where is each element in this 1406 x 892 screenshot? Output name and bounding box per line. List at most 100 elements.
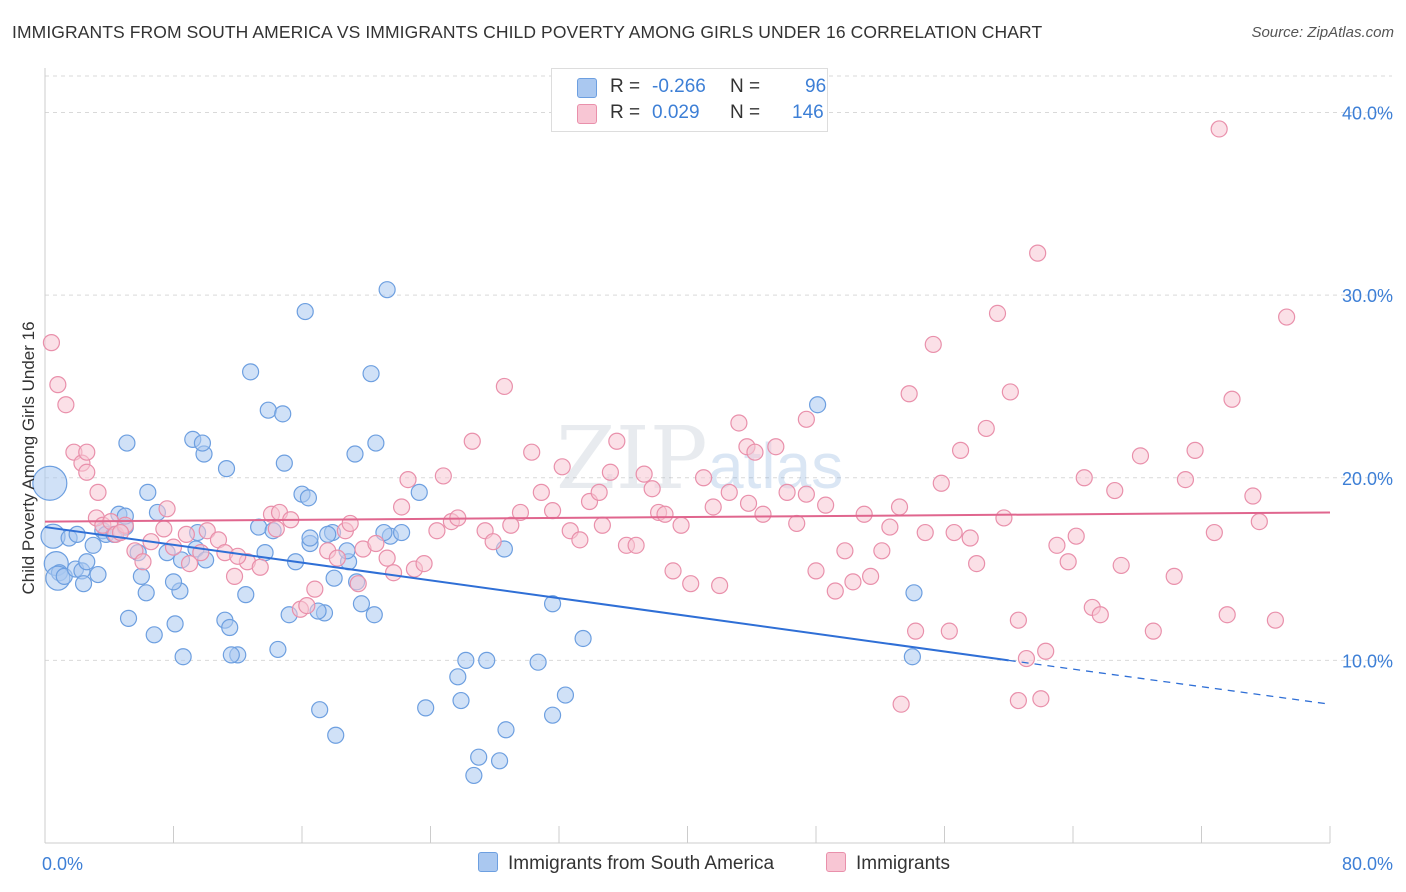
legend-r-label: R = [610,76,641,97]
data-point [855,505,873,523]
data-point [1091,606,1109,624]
data-point [328,549,346,567]
data-point [428,522,446,540]
data-point [890,498,909,516]
data-point [217,460,236,478]
data-point [643,480,661,498]
data-point [301,529,319,547]
data-point [543,595,562,613]
data-point [1067,527,1085,545]
data-point [306,580,324,598]
data-point [571,531,589,549]
data-point [797,485,815,503]
data-point [410,483,428,501]
data-point [180,554,199,573]
bottom-legend-swatch-immigrants [826,852,846,872]
data-point [311,701,329,719]
axes [44,68,1331,844]
data-point [788,514,806,533]
data-point [511,503,530,522]
data-point [1278,308,1296,326]
data-point [497,721,515,739]
data-point [1266,611,1284,629]
bottom-legend-immigrants: Immigrants [826,852,950,875]
data-point [259,401,277,419]
data-point [119,609,138,627]
data-point [237,586,255,604]
bottom-legend-label-immigrants: Immigrants [856,853,950,874]
data-point [349,575,367,593]
data-point [1048,536,1066,554]
data-point [319,525,337,543]
data-point [269,640,287,659]
data-point [465,766,483,785]
data-point [250,518,268,536]
data-point [89,483,107,501]
data-point [49,376,67,394]
data-point [275,454,293,472]
y-tick-label: 10.0% [1342,651,1393,671]
data-point [139,483,157,501]
data-point [817,496,835,514]
data-point [906,622,925,640]
y-tick-label: 40.0% [1342,104,1393,124]
bottom-legend-swatch-south-america [478,852,498,872]
data-point [452,691,470,710]
data-point [809,396,827,414]
legend-r-label: R = [610,102,641,123]
data-point [84,536,102,554]
data-point [1223,390,1241,408]
data-point [961,529,979,547]
legend-r-value: -0.266 [652,76,706,97]
data-point [1205,523,1223,542]
data-point [1218,606,1236,624]
trend-lines [44,511,1331,705]
data-point [903,648,921,666]
data-point [574,629,592,648]
data-point [1075,469,1093,487]
data-point [1017,649,1036,668]
data-point [89,565,107,584]
data-point [495,377,513,396]
legend-n-label: N = [730,102,761,123]
data-point [57,396,75,414]
data-point [457,651,475,669]
data-point [836,542,854,560]
tick-labels: 10.0% 20.0% 30.0% 40.0% 0.0% 80.0% [42,104,1393,874]
data-point [137,584,155,602]
data-point [341,514,359,533]
data-point [145,626,163,644]
data-point [682,575,700,593]
data-point [1186,441,1204,459]
data-point [399,470,417,489]
data-point [1059,553,1077,571]
data-point [177,525,195,543]
data-point [1244,487,1262,505]
x-tick-label: 80.0% [1342,854,1393,874]
data-point [900,385,918,403]
data-point [704,498,722,516]
data-point [42,334,61,352]
y-tick-label: 20.0% [1342,469,1393,489]
data-point [951,441,970,459]
data-point [434,467,452,485]
data-point [553,458,571,476]
data-point [1250,512,1268,531]
legend-n-value: 96 [805,76,827,97]
data-point [132,567,150,585]
data-point [892,695,910,713]
data-point [720,483,738,501]
data-point [556,686,575,704]
data-point [274,405,292,423]
data-point [449,668,467,686]
data-point [417,699,435,717]
data-point [392,498,411,516]
data-point [924,335,942,354]
data-point [392,523,411,542]
data-point [1210,120,1228,138]
legend-r-value: 0.029 [652,102,700,123]
data-point [932,474,950,492]
data-point [940,622,958,640]
data-point [968,554,986,573]
